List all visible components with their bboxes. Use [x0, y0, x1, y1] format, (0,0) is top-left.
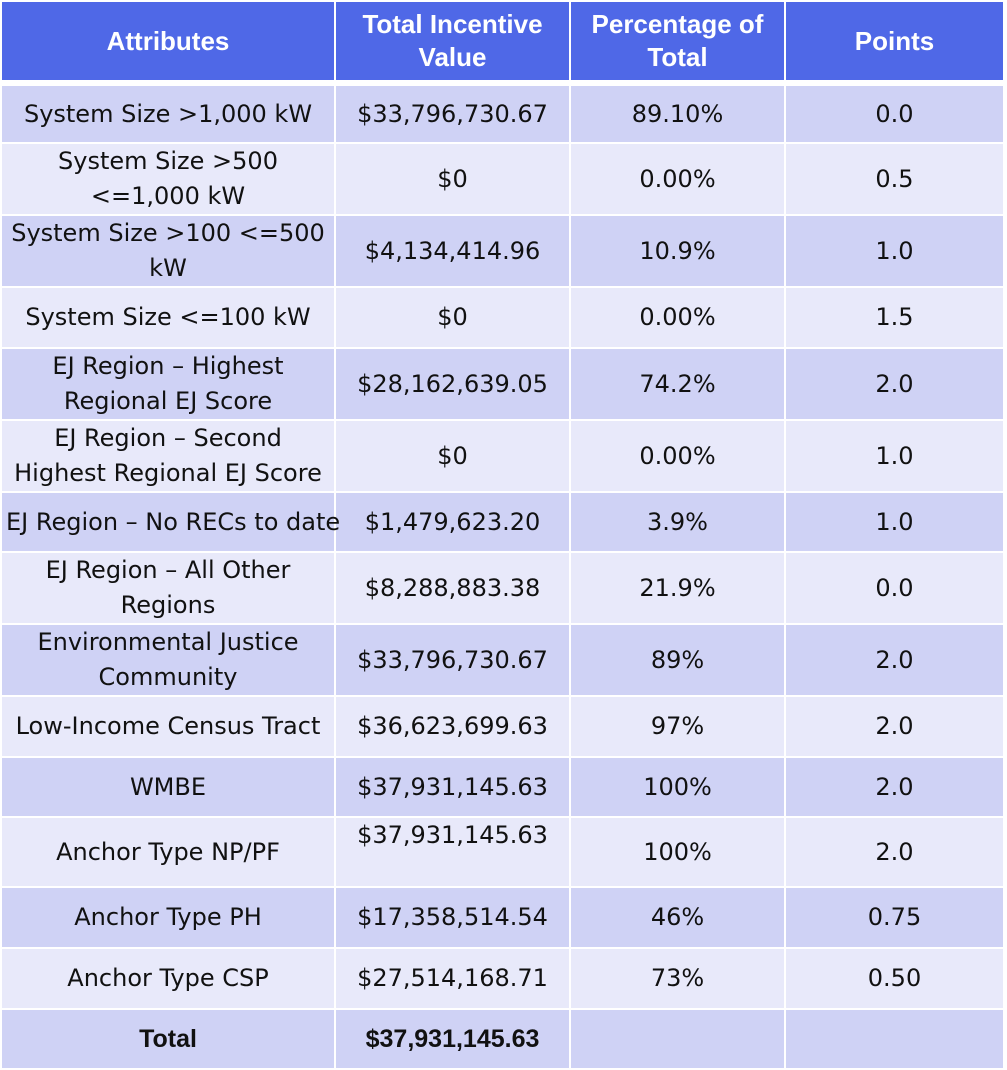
- cell-points: 2.0: [784, 623, 1005, 697]
- total-percent: [569, 1008, 786, 1070]
- cell-percent: 0.00%: [569, 286, 786, 349]
- table-row: EJ Region – No RECs to date $1,479,623.2…: [0, 491, 1005, 553]
- cell-value: $36,623,699.63: [334, 695, 571, 758]
- cell-attribute: Environmental Justice Community: [0, 623, 336, 697]
- table-row: WMBE $37,931,145.63 100% 2.0: [0, 756, 1005, 818]
- table-row: System Size <=100 kW $0 0.00% 1.5: [0, 286, 1005, 349]
- cell-value: $33,796,730.67: [334, 82, 571, 144]
- cell-attribute: Anchor Type CSP: [0, 947, 336, 1010]
- table-row: EJ Region – Second Highest Regional EJ S…: [0, 419, 1005, 493]
- table-header: Attributes Total Incentive Value Percent…: [0, 0, 1005, 86]
- total-label: Total: [0, 1008, 336, 1070]
- cell-value: $17,358,514.54: [334, 886, 571, 949]
- cell-attribute: System Size <=100 kW: [0, 286, 336, 349]
- cell-attribute: EJ Region – Highest Regional EJ Score: [0, 347, 336, 421]
- cell-attribute: EJ Region – All Other Regions: [0, 551, 336, 625]
- cell-percent: 74.2%: [569, 347, 786, 421]
- cell-points: 0.75: [784, 886, 1005, 949]
- cell-percent: 10.9%: [569, 214, 786, 288]
- header-attributes: Attributes: [0, 0, 336, 86]
- table-row: Environmental Justice Community $33,796,…: [0, 623, 1005, 697]
- cell-points: 1.5: [784, 286, 1005, 349]
- table-row: Anchor Type PH $17,358,514.54 46% 0.75: [0, 886, 1005, 949]
- table-row: EJ Region – Highest Regional EJ Score $2…: [0, 347, 1005, 421]
- total-points: [784, 1008, 1005, 1070]
- cell-percent: 100%: [569, 816, 786, 888]
- cell-value: $8,288,883.38: [334, 551, 571, 625]
- cell-value: $28,162,639.05: [334, 347, 571, 421]
- cell-attribute: Low-Income Census Tract: [0, 695, 336, 758]
- cell-value: $27,514,168.71: [334, 947, 571, 1010]
- table-row: System Size >1,000 kW $33,796,730.67 89.…: [0, 82, 1005, 144]
- cell-value: $37,931,145.63: [334, 756, 571, 818]
- cell-value: $1,479,623.20: [334, 491, 571, 553]
- header-total-incentive-value: Total Incentive Value: [334, 0, 571, 86]
- cell-points: 0.0: [784, 551, 1005, 625]
- cell-attribute: WMBE: [0, 756, 336, 818]
- cell-points: 2.0: [784, 347, 1005, 421]
- table-row: System Size >500 <=1,000 kW $0 0.00% 0.5: [0, 142, 1005, 216]
- cell-points: 2.0: [784, 756, 1005, 818]
- cell-points: 0.50: [784, 947, 1005, 1010]
- cell-value: $0: [334, 286, 571, 349]
- cell-points: 1.0: [784, 491, 1005, 553]
- total-value: $37,931,145.63: [334, 1008, 571, 1070]
- cell-percent: 0.00%: [569, 419, 786, 493]
- cell-percent: 89.10%: [569, 82, 786, 144]
- cell-value: $0: [334, 142, 571, 216]
- cell-attribute: System Size >100 <=500 kW: [0, 214, 336, 288]
- cell-value: $4,134,414.96: [334, 214, 571, 288]
- header-row: Attributes Total Incentive Value Percent…: [0, 0, 1005, 86]
- header-percentage-of-total: Percentage of Total: [569, 0, 786, 86]
- cell-points: 1.0: [784, 419, 1005, 493]
- cell-percent: 3.9%: [569, 491, 786, 553]
- cell-percent: 73%: [569, 947, 786, 1010]
- cell-value: $37,931,145.63: [334, 816, 571, 888]
- cell-attribute: EJ Region – Second Highest Regional EJ S…: [0, 419, 336, 493]
- cell-attribute: System Size >500 <=1,000 kW: [0, 142, 336, 216]
- cell-value: $33,796,730.67: [334, 623, 571, 697]
- cell-points: 2.0: [784, 695, 1005, 758]
- cell-points: 0.5: [784, 142, 1005, 216]
- cell-value: $0: [334, 419, 571, 493]
- cell-percent: 21.9%: [569, 551, 786, 625]
- cell-percent: 0.00%: [569, 142, 786, 216]
- cell-points: 2.0: [784, 816, 1005, 888]
- cell-attribute: System Size >1,000 kW: [0, 82, 336, 144]
- cell-percent: 46%: [569, 886, 786, 949]
- table-row: Anchor Type CSP $27,514,168.71 73% 0.50: [0, 947, 1005, 1010]
- table-row: EJ Region – All Other Regions $8,288,883…: [0, 551, 1005, 625]
- header-points: Points: [784, 0, 1005, 86]
- total-row: Total $37,931,145.63: [0, 1008, 1005, 1070]
- table-row: Low-Income Census Tract $36,623,699.63 9…: [0, 695, 1005, 758]
- table-body: System Size >1,000 kW $33,796,730.67 89.…: [0, 82, 1005, 1070]
- cell-percent: 89%: [569, 623, 786, 697]
- cell-attribute: EJ Region – No RECs to date: [0, 491, 340, 553]
- cell-points: 1.0: [784, 214, 1005, 288]
- cell-percent: 100%: [569, 756, 786, 818]
- cell-percent: 97%: [569, 695, 786, 758]
- table-row: System Size >100 <=500 kW $4,134,414.96 …: [0, 214, 1005, 288]
- cell-points: 0.0: [784, 82, 1005, 144]
- cell-attribute: Anchor Type PH: [0, 886, 336, 949]
- table-row: Anchor Type NP/PF $37,931,145.63 100% 2.…: [0, 816, 1005, 888]
- cell-attribute: Anchor Type NP/PF: [0, 816, 336, 888]
